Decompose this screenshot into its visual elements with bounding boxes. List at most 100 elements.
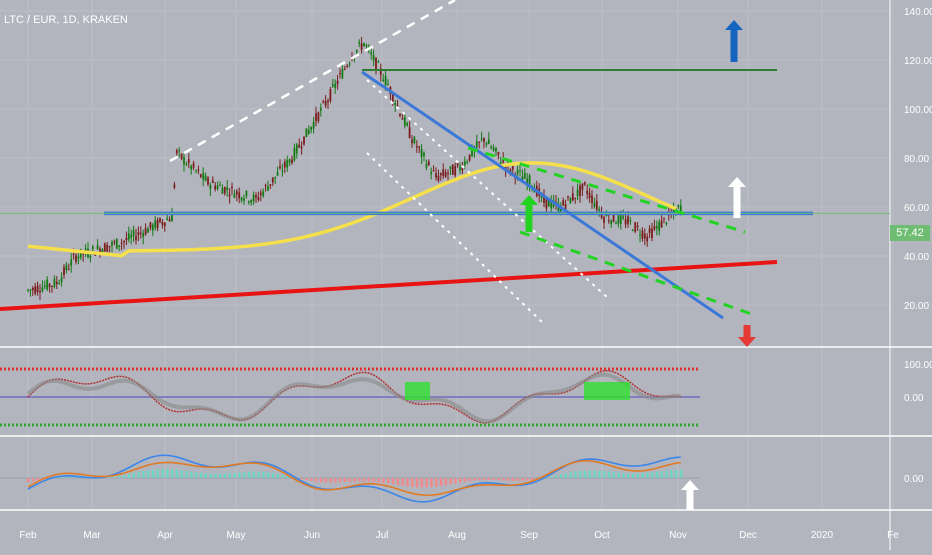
- macd-histogram-bar: [262, 472, 265, 478]
- candle-body: [414, 137, 416, 143]
- candle-body: [49, 284, 51, 287]
- macd-histogram-bar: [65, 477, 68, 478]
- macd-histogram-bar: [632, 473, 635, 478]
- candle-body: [397, 105, 399, 106]
- candle-body: [447, 173, 449, 174]
- macd-histogram-bar: [190, 471, 193, 478]
- candle-body: [178, 150, 180, 151]
- candle-body: [121, 243, 123, 244]
- candle-body: [169, 219, 171, 221]
- candle-body: [627, 216, 629, 224]
- candle-body: [519, 170, 521, 171]
- candle-body: [313, 122, 315, 129]
- candle-body: [166, 219, 168, 220]
- macd-histogram-bar: [454, 478, 457, 483]
- macd-histogram-bar: [128, 474, 131, 478]
- candle-body: [116, 239, 118, 249]
- candle-body: [435, 173, 437, 177]
- candle-body: [130, 235, 132, 238]
- macd-histogram-bar: [646, 473, 649, 478]
- macd-histogram-bar: [613, 472, 616, 478]
- candle-body: [126, 238, 128, 240]
- rising-support-line: [0, 262, 777, 309]
- macd-histogram-bar: [238, 472, 241, 478]
- candle-body: [97, 245, 99, 249]
- candle-body: [418, 147, 420, 148]
- candle-body: [488, 139, 490, 144]
- green-channel-top: [468, 148, 745, 232]
- candle-body: [270, 184, 272, 185]
- candle-body: [517, 170, 519, 174]
- macd-histogram-bar: [555, 475, 558, 478]
- macd-histogram-bar: [459, 478, 462, 483]
- candle-body: [356, 50, 358, 52]
- white-dotted-channel: [367, 80, 608, 298]
- candle-body: [598, 209, 600, 211]
- candle-body: [202, 173, 204, 180]
- candle-body: [212, 180, 214, 182]
- candle-body: [236, 191, 238, 194]
- candle-body: [75, 255, 77, 261]
- candle-body: [207, 178, 209, 185]
- macd-histogram-bar: [627, 473, 630, 478]
- macd-histogram-bar: [61, 477, 64, 478]
- macd-histogram-bar: [334, 478, 337, 482]
- candle-body: [219, 185, 221, 186]
- candle-body: [378, 62, 380, 63]
- macd-histogram-bar: [617, 472, 620, 478]
- candle-body: [469, 155, 471, 161]
- candle-body: [291, 159, 293, 163]
- candle-body: [358, 42, 360, 43]
- candle-body: [476, 141, 478, 147]
- candle-body: [63, 267, 65, 275]
- candle-body: [666, 223, 668, 224]
- candle-body: [596, 201, 598, 210]
- macd-histogram-bar: [416, 478, 419, 487]
- candle-body: [385, 76, 387, 85]
- macd-histogram-bar: [142, 471, 145, 478]
- candle-body: [157, 220, 159, 228]
- candle-body: [646, 237, 648, 242]
- candle-body: [572, 193, 574, 200]
- candle-body: [315, 113, 317, 121]
- macd-histogram-bar: [373, 478, 376, 482]
- candle-body: [483, 138, 485, 142]
- candle-body: [589, 193, 591, 198]
- macd-histogram-bar: [565, 473, 568, 478]
- candle-body: [586, 191, 588, 194]
- candle-body: [310, 127, 312, 130]
- candle-body: [159, 218, 161, 222]
- macd-histogram-bar: [488, 478, 491, 480]
- macd-histogram-bar: [670, 470, 673, 478]
- candle-body: [454, 166, 456, 175]
- candle-body: [387, 84, 389, 85]
- macd-histogram-bar: [344, 478, 347, 482]
- candle-body: [498, 152, 500, 155]
- macd-histogram-bar: [195, 472, 198, 478]
- candle-body: [457, 163, 459, 165]
- macd-histogram-bar: [641, 473, 644, 478]
- macd-histogram-bar: [147, 470, 150, 478]
- time-tick-label: 2020: [811, 530, 834, 541]
- candle-body: [466, 162, 468, 163]
- candle-body: [337, 81, 339, 84]
- candle-body: [330, 89, 332, 101]
- candle-body: [176, 150, 178, 153]
- macd-histogram-bar: [435, 478, 438, 487]
- candle-body: [327, 101, 329, 103]
- candle-body: [452, 165, 454, 175]
- macd-histogram-bar: [176, 470, 179, 478]
- candle-body: [430, 172, 432, 174]
- macd-histogram-bar: [469, 478, 472, 481]
- candle-body: [109, 246, 111, 247]
- candle-body: [399, 114, 401, 116]
- candle-body: [423, 153, 425, 156]
- candle-body: [226, 187, 228, 190]
- candle-body: [608, 221, 610, 222]
- macd-histogram-bar: [637, 473, 640, 478]
- candle-body: [603, 217, 605, 223]
- candle-body: [66, 265, 68, 270]
- candle-body: [34, 287, 36, 294]
